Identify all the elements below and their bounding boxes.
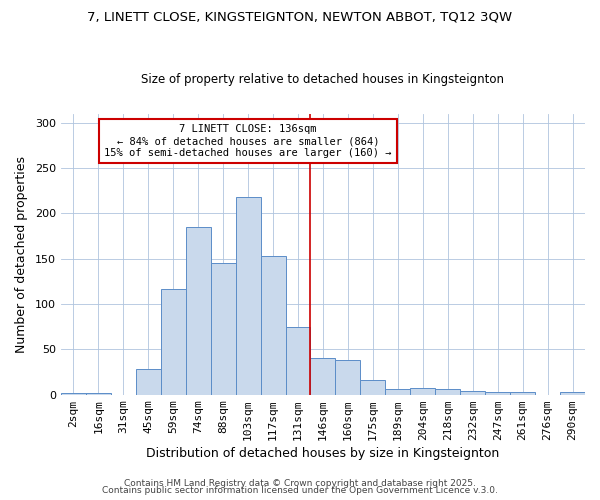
Bar: [310, 358, 335, 394]
Text: 7 LINETT CLOSE: 136sqm
← 84% of detached houses are smaller (864)
15% of semi-de: 7 LINETT CLOSE: 136sqm ← 84% of detached…: [104, 124, 392, 158]
Text: 7, LINETT CLOSE, KINGSTEIGNTON, NEWTON ABBOT, TQ12 3QW: 7, LINETT CLOSE, KINGSTEIGNTON, NEWTON A…: [88, 10, 512, 23]
Bar: [260, 256, 286, 394]
Y-axis label: Number of detached properties: Number of detached properties: [15, 156, 28, 352]
Bar: [385, 390, 410, 394]
Bar: [460, 391, 485, 394]
Bar: [560, 392, 585, 394]
Bar: [361, 380, 385, 394]
X-axis label: Distribution of detached houses by size in Kingsteignton: Distribution of detached houses by size …: [146, 447, 500, 460]
Bar: [186, 227, 211, 394]
Bar: [136, 370, 161, 394]
Text: Contains HM Land Registry data © Crown copyright and database right 2025.: Contains HM Land Registry data © Crown c…: [124, 478, 476, 488]
Bar: [211, 263, 236, 394]
Title: Size of property relative to detached houses in Kingsteignton: Size of property relative to detached ho…: [142, 73, 505, 86]
Bar: [61, 393, 86, 394]
Bar: [435, 390, 460, 394]
Bar: [510, 392, 535, 394]
Bar: [86, 393, 111, 394]
Bar: [286, 326, 310, 394]
Text: Contains public sector information licensed under the Open Government Licence v.: Contains public sector information licen…: [102, 486, 498, 495]
Bar: [161, 288, 186, 395]
Bar: [335, 360, 361, 394]
Bar: [410, 388, 435, 394]
Bar: [236, 197, 260, 394]
Bar: [485, 392, 510, 394]
